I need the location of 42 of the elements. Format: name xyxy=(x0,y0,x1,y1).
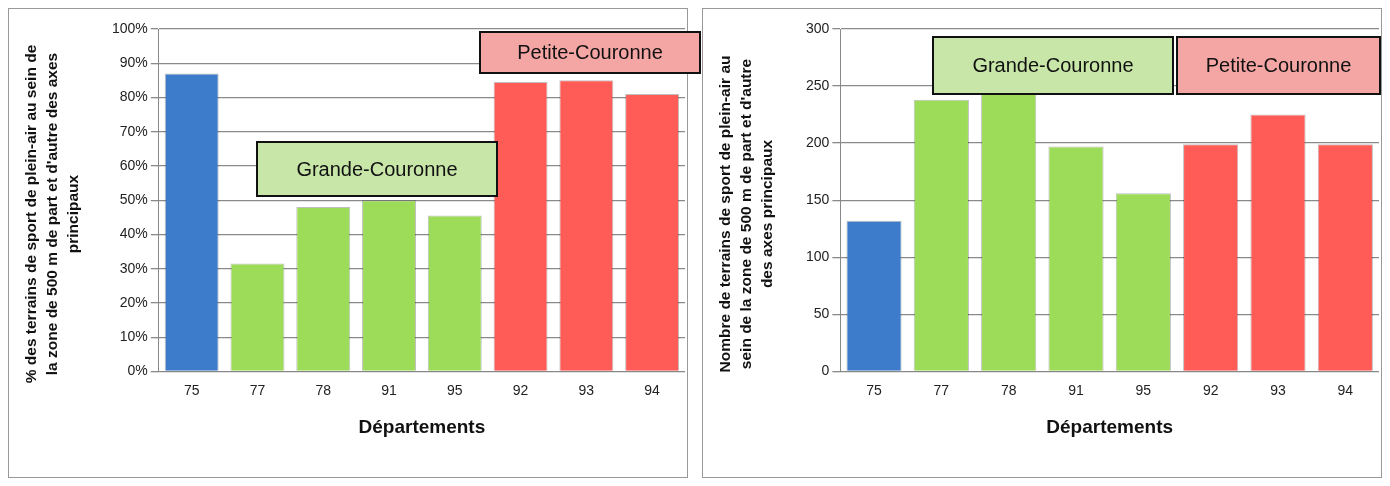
x-tick-label: 78 xyxy=(315,381,332,398)
y-tick-label: 50 xyxy=(813,305,830,322)
label-box: Grande-Couronne xyxy=(932,36,1174,95)
x-tick-label: 77 xyxy=(249,381,266,398)
label-box: Petite-Couronne xyxy=(479,31,701,74)
x-tick-label: 94 xyxy=(644,381,661,398)
y-tick-label: 200 xyxy=(806,133,830,150)
y-axis-title: Nombre de terrains de sport de plein-air au sein de la zone de 500 m de part et d'autre des axes principaux xyxy=(714,54,776,375)
y-tick-label: 10% xyxy=(119,328,148,345)
x-tick-label: 95 xyxy=(1135,381,1152,398)
y-tick-label: 150 xyxy=(806,191,830,208)
x-tick-label: 93 xyxy=(1270,381,1286,398)
x-tick-label: 77 xyxy=(933,381,950,398)
y-tick-label: 100 xyxy=(806,248,830,265)
x-tick-label: 92 xyxy=(512,381,529,398)
x-tick-label: 93 xyxy=(578,381,595,398)
y-tick-label: 50% xyxy=(119,191,148,208)
y-tick-label: 30% xyxy=(119,259,148,276)
y-tick-label: 60% xyxy=(119,156,148,173)
x-tick-label: 94 xyxy=(1337,381,1354,398)
y-tick-label: 70% xyxy=(119,122,148,139)
x-tick-label: 91 xyxy=(381,381,398,398)
y-tick-label: 20% xyxy=(119,293,148,310)
x-axis-title: Départements xyxy=(358,415,486,437)
x-tick-label: 75 xyxy=(183,381,200,398)
x-tick-label: 91 xyxy=(1068,381,1085,398)
y-tick-label: 40% xyxy=(119,225,148,242)
x-tick-label: 75 xyxy=(866,381,883,398)
x-tick-label: 92 xyxy=(1202,381,1219,398)
y-tick-label: 100% xyxy=(111,19,148,36)
y-axis-title: % des terrains de sport de plein-air au sein de la zone de 500 m de part et d'autre des axes principaux xyxy=(20,44,82,384)
x-tick-label: 95 xyxy=(447,381,463,398)
x-tick-label: 78 xyxy=(1000,381,1017,398)
y-tick-label: 0 xyxy=(821,362,830,379)
y-tick-label: 90% xyxy=(119,54,148,71)
y-tick-label: 0% xyxy=(127,362,148,379)
y-tick-label: 250 xyxy=(806,76,830,93)
label-box: Petite-Couronne xyxy=(1176,36,1381,95)
y-tick-label: 300 xyxy=(806,19,830,36)
label-box: Grande-Couronne xyxy=(256,141,498,197)
y-tick-label: 80% xyxy=(119,88,148,105)
x-axis-title: Départements xyxy=(1046,415,1174,437)
